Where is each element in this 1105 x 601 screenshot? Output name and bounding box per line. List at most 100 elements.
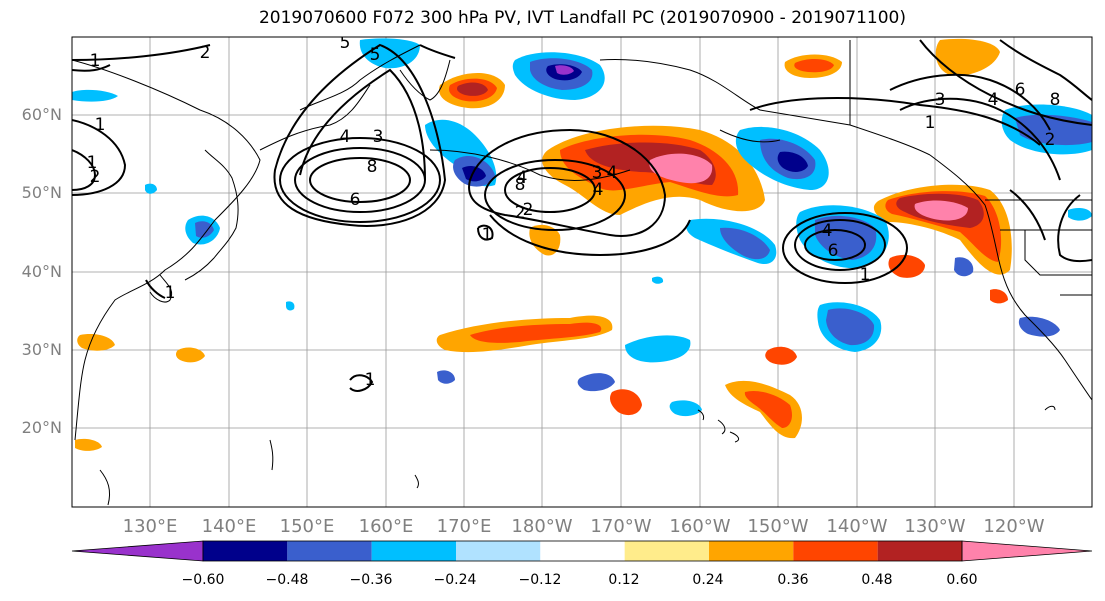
contour-label: 8 <box>1050 90 1061 110</box>
longitude-label: 120°W <box>983 516 1044 537</box>
map-title: 2019070600 F072 300 hPa PV, IVT Landfall… <box>258 8 906 28</box>
colorbar-label: 0.48 <box>861 572 892 588</box>
colorbar-segment <box>287 541 372 561</box>
colorbar-segment <box>793 541 878 561</box>
contour-label: 1 <box>95 115 106 135</box>
latitude-labels: 60°N 50°N 40°N 30°N 20°N <box>22 105 62 437</box>
negative-anomaly-patch <box>625 335 691 363</box>
contour-label: 4 <box>607 163 618 183</box>
negative-anomaly-patch <box>359 38 420 69</box>
longitude-label: 150°E <box>280 516 335 537</box>
colorbar-label: 0.24 <box>692 572 723 588</box>
colorbar-label: 0.36 <box>777 572 808 588</box>
contour-label: 1 <box>87 153 98 173</box>
positive-anomaly-patch <box>529 224 561 256</box>
contour-label: 4 <box>988 90 999 110</box>
longitude-label: 160°W <box>669 516 730 537</box>
negative-anomaly-patch <box>954 257 974 277</box>
contour-label: 6 <box>828 241 839 261</box>
positive-anomaly-patch <box>649 153 713 184</box>
colorbar-segment <box>540 541 625 561</box>
negative-anomaly-patch <box>555 65 574 75</box>
colorbar-segment <box>456 541 541 561</box>
longitude-label: 130°W <box>904 516 965 537</box>
contour-label: 4 <box>822 221 833 241</box>
latitude-label: 30°N <box>22 340 62 359</box>
contour-label: 6 <box>1015 80 1026 100</box>
positive-anomaly-patch <box>744 390 793 428</box>
longitude-label: 180°W <box>511 516 572 537</box>
positive-anomaly-patch <box>456 82 488 96</box>
contour-label: 1 <box>165 283 176 303</box>
latitude-label: 40°N <box>22 262 62 281</box>
latitude-label: 60°N <box>22 105 62 124</box>
contour-label: 4 <box>340 127 351 147</box>
longitude-label: 140°W <box>826 516 887 537</box>
graticule <box>72 37 1092 507</box>
longitude-label: 160°E <box>359 516 414 537</box>
contour-label: 2 <box>523 200 534 220</box>
map-border <box>71 36 1093 508</box>
negative-anomaly-patch <box>462 165 486 182</box>
negative-anomaly-patch <box>437 370 455 384</box>
contour-label: 1 <box>860 265 871 285</box>
colorbar-label: −0.48 <box>266 572 309 588</box>
negative-anomaly-patch <box>826 308 875 346</box>
colorbar-label: −0.60 <box>182 572 225 588</box>
positive-anomaly-patch <box>794 59 834 73</box>
colorbar-segment <box>709 541 794 561</box>
longitude-label: 150°W <box>747 516 808 537</box>
pv-contours <box>72 39 1092 392</box>
contour-label: 1 <box>90 51 101 71</box>
positive-anomaly-patch <box>888 254 925 278</box>
colorbar-label: −0.24 <box>434 572 477 588</box>
contour-label: 2 <box>515 203 526 223</box>
negative-anomaly-patch <box>1068 208 1092 221</box>
colorbar-segment <box>371 541 456 561</box>
negative-anomaly-patch <box>720 227 770 260</box>
colorbar-extend-min <box>71 540 204 562</box>
negative-anomaly-patch <box>286 301 295 311</box>
positive-anomaly-patch <box>77 334 115 351</box>
negative-anomaly-patch <box>777 151 808 172</box>
negative-anomaly-patch <box>669 400 702 417</box>
latitude-label: 50°N <box>22 183 62 202</box>
longitude-label: 140°E <box>202 516 257 537</box>
positive-anomaly-patch <box>610 389 642 416</box>
colorbar-label: −0.12 <box>519 572 562 588</box>
colorbar-outline <box>202 540 963 562</box>
positive-anomaly-patch <box>935 38 1000 76</box>
coastlines <box>72 40 1092 506</box>
pv-anomaly-fills <box>72 38 1092 451</box>
colorbar-segment <box>203 541 288 561</box>
negative-anomaly-patch <box>815 215 877 260</box>
longitude-label: 130°E <box>123 516 178 537</box>
colorbar-segment <box>877 541 962 561</box>
contour-label: 5 <box>370 45 381 65</box>
positive-anomaly-patch <box>990 289 1008 304</box>
contour-label: 1 <box>925 113 936 133</box>
negative-anomaly-patch <box>195 221 214 238</box>
negative-anomaly-patch <box>1018 316 1060 337</box>
negative-anomaly-patch <box>652 276 664 284</box>
contour-label: 3 <box>935 90 946 110</box>
contour-label: 2 <box>1045 130 1056 150</box>
contour-label: 3 <box>592 163 603 183</box>
negative-anomaly-patch <box>72 89 118 102</box>
contour-label: 1 <box>482 225 493 245</box>
contour-label: 3 <box>373 127 384 147</box>
contour-label: 2 <box>90 167 101 187</box>
contour-label: 1 <box>365 370 376 390</box>
colorbar-label: −0.36 <box>350 572 393 588</box>
positive-anomaly-patch <box>914 200 968 221</box>
contour-label: 5 <box>340 33 351 53</box>
negative-anomaly-patch <box>145 183 157 194</box>
positive-anomaly-patch <box>75 438 102 451</box>
longitude-label: 170°W <box>590 516 651 537</box>
contour-label: 4 <box>517 168 528 188</box>
colorbar-segment <box>624 541 709 561</box>
colorbar-label: 0.60 <box>946 572 977 588</box>
longitude-labels: 130°E 140°E 150°E 160°E 170°E 180°W 170°W 160°W… <box>123 516 1045 537</box>
